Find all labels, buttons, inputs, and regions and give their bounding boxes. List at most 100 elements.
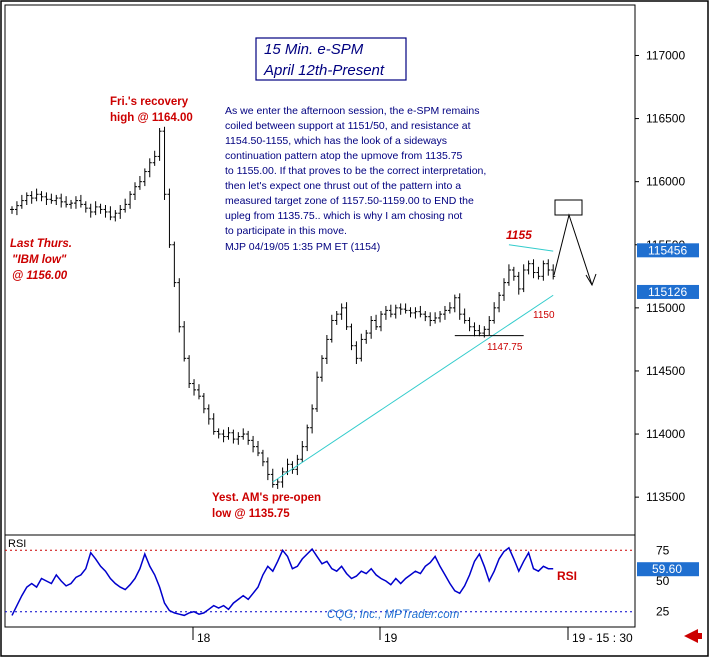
annotation-yest-am-2: low @ 1135.75 bbox=[212, 508, 290, 520]
price-bar bbox=[10, 206, 14, 214]
price-bar bbox=[408, 307, 413, 318]
price-bar bbox=[162, 126, 167, 200]
price-bar bbox=[256, 440, 260, 457]
price-bar bbox=[511, 266, 516, 281]
y-tick-label: 117000 bbox=[646, 48, 685, 62]
price-bar bbox=[526, 260, 531, 275]
commentary-line: As we enter the afternoon session, the e… bbox=[225, 105, 479, 117]
target-zone-box bbox=[554, 199, 583, 216]
price-bar bbox=[487, 316, 492, 335]
price-flag-label: 115456 bbox=[648, 243, 687, 257]
price-bar bbox=[428, 312, 433, 327]
price-bar bbox=[196, 384, 201, 400]
price-bar bbox=[364, 329, 369, 344]
price-bar bbox=[226, 427, 231, 440]
price-bar bbox=[506, 264, 511, 286]
price-bar bbox=[379, 311, 383, 332]
price-bar bbox=[14, 201, 19, 216]
price-bar bbox=[275, 478, 280, 489]
price-bar bbox=[133, 182, 137, 200]
price-bar bbox=[388, 304, 393, 318]
price-bar bbox=[187, 355, 192, 388]
annotation-1155: 1155 bbox=[506, 228, 532, 242]
price-bar bbox=[265, 457, 270, 481]
price-bar bbox=[300, 440, 305, 463]
commentary-line: upleg from 1135.75.. which is why I am c… bbox=[225, 210, 462, 222]
price-bar bbox=[492, 302, 497, 324]
price-bar bbox=[147, 158, 152, 178]
price-bar bbox=[447, 302, 452, 314]
price-bar bbox=[349, 323, 354, 351]
price-bar bbox=[192, 379, 197, 396]
rsi-line bbox=[11, 546, 554, 617]
price-bar bbox=[206, 404, 211, 425]
price-bar bbox=[383, 305, 388, 320]
price-bar bbox=[433, 312, 438, 324]
annotation-last-thurs-3: @ 1156.00 bbox=[12, 270, 68, 282]
price-bar bbox=[423, 311, 428, 322]
price-bar bbox=[73, 196, 78, 209]
title-line-2: April 12th-Present bbox=[263, 62, 385, 79]
scroll-left-icon-tail bbox=[698, 633, 702, 639]
price-bar bbox=[334, 311, 339, 325]
price-bar bbox=[369, 316, 374, 339]
price-bar bbox=[290, 461, 295, 474]
projected-path bbox=[553, 213, 593, 286]
x-tick-label: 18 bbox=[197, 631, 211, 645]
x-axis: 18 19 19 - 15 : 30 bbox=[192, 627, 633, 645]
annotation-fri-recovery-1: Fri.'s recovery bbox=[110, 96, 189, 108]
price-flags: 115456 115126 bbox=[637, 243, 699, 299]
price-lines bbox=[272, 244, 554, 483]
price-bar bbox=[413, 307, 418, 319]
price-bar bbox=[128, 191, 133, 209]
annotation-1147-75: 1147.75 bbox=[487, 342, 523, 353]
price-flag bbox=[637, 284, 699, 299]
price-bar bbox=[246, 430, 251, 445]
title-line-1: 15 Min. e-SPM bbox=[264, 41, 364, 58]
price-bar bbox=[103, 205, 108, 218]
rsi-layer: 75 50 25 59.60 bbox=[5, 543, 699, 619]
price-bar bbox=[339, 303, 344, 320]
price-bar bbox=[315, 371, 320, 412]
price-bar bbox=[182, 321, 187, 362]
price-bar bbox=[438, 311, 443, 323]
price-bar bbox=[521, 264, 526, 293]
rsi-value-label: 59.60 bbox=[652, 562, 682, 576]
commentary-line: MJP 04/19/05 1:35 PM ET (1154) bbox=[225, 241, 380, 253]
projected-arrowhead bbox=[585, 273, 597, 287]
price-bar bbox=[216, 428, 221, 439]
price-bar bbox=[236, 432, 241, 445]
price-bar bbox=[457, 293, 462, 320]
price-bar bbox=[167, 188, 172, 248]
price-bar bbox=[374, 314, 379, 330]
y-tick-label: 113500 bbox=[646, 490, 685, 504]
price-bar bbox=[546, 259, 551, 276]
price-bar bbox=[344, 302, 349, 330]
price-bar bbox=[29, 191, 34, 204]
price-bar bbox=[418, 305, 423, 318]
commentary-line: to 1155.00. If that proves to be the cor… bbox=[225, 165, 486, 177]
commentary-line: coiled between support at 1151/50, and r… bbox=[225, 120, 471, 132]
y-tick-label: 115000 bbox=[646, 301, 685, 315]
scroll-left-icon[interactable] bbox=[684, 629, 698, 643]
rsi-tick-label: 75 bbox=[656, 543, 670, 557]
y-tick-label: 116000 bbox=[646, 175, 685, 189]
price-bar bbox=[462, 308, 467, 324]
footer-credit: CQG, Inc., MPTrader.com bbox=[327, 609, 460, 621]
price-bar bbox=[83, 201, 88, 213]
price-bar bbox=[98, 203, 103, 214]
price-bar bbox=[452, 294, 457, 313]
commentary: As we enter the afternoon session, the e… bbox=[225, 105, 486, 253]
price-bar bbox=[393, 304, 398, 319]
price-bar bbox=[201, 393, 206, 414]
price-bar bbox=[221, 429, 226, 443]
price-bar bbox=[295, 454, 300, 476]
price-panel bbox=[4, 4, 636, 536]
price-bar bbox=[324, 334, 329, 365]
price-bar bbox=[177, 278, 182, 333]
price-bar bbox=[39, 191, 44, 202]
price-bar bbox=[113, 210, 118, 222]
y-tick-label: 116500 bbox=[646, 112, 685, 126]
commentary-line: continuation pattern atop the upmove fro… bbox=[225, 150, 463, 162]
